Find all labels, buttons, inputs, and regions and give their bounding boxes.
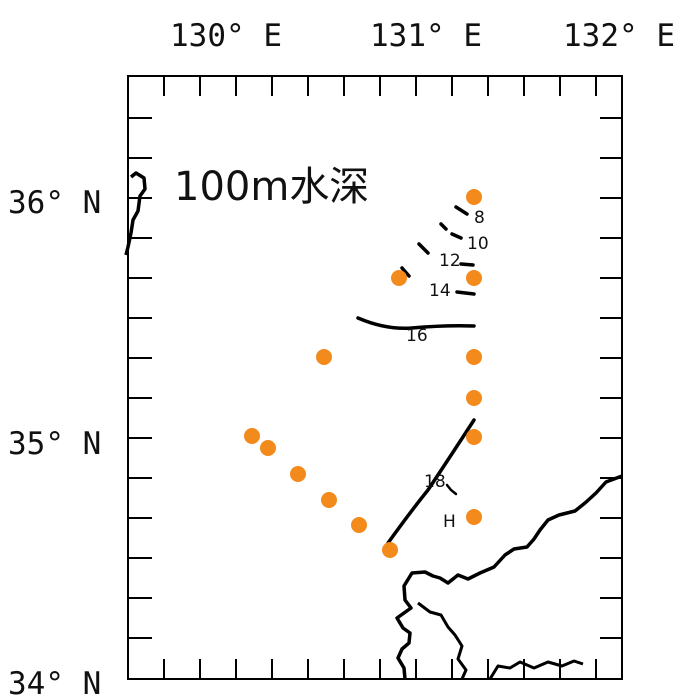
- contour-label-12: 12: [439, 251, 461, 271]
- contour-14-b: [455, 290, 476, 296]
- coastline-south-shore: [488, 659, 584, 680]
- contour-label-h: H: [443, 512, 456, 532]
- contour-10-a: [439, 222, 448, 231]
- coastline-mainland: [395, 474, 623, 680]
- station-marker: [466, 390, 482, 406]
- lon-label-132e: 132° E: [563, 18, 675, 54]
- contour-14-a: [400, 266, 411, 278]
- station-marker: [260, 440, 276, 456]
- lat-label-36n: 36° N: [8, 185, 101, 221]
- station-marker: [466, 270, 482, 286]
- station-marker: [351, 517, 367, 533]
- coastline-inner-bay: [417, 601, 468, 680]
- lat-label-34n: 34° N: [8, 666, 101, 697]
- station-marker: [466, 429, 482, 445]
- map-title: 100m水深: [174, 164, 369, 210]
- contour-label-18: 18: [424, 472, 446, 492]
- station-marker: [466, 189, 482, 205]
- station-marker: [290, 466, 306, 482]
- contour-10-b: [450, 232, 463, 240]
- lon-label-131e: 131° E: [370, 18, 482, 54]
- station-markers: [244, 189, 482, 558]
- contour-label-14: 14: [429, 281, 451, 301]
- contour-label-8: 8: [474, 208, 485, 228]
- coastline-island-west: [124, 171, 147, 256]
- contour-12-a: [417, 242, 430, 255]
- station-marker: [466, 349, 482, 365]
- station-marker: [391, 270, 407, 286]
- contour-label-16: 16: [406, 326, 428, 346]
- lon-label-130e: 130° E: [170, 18, 282, 54]
- temperature-contours: [356, 205, 476, 545]
- contour-18: [386, 418, 476, 545]
- map-frame: [127, 75, 623, 680]
- lat-label-35n: 35° N: [8, 426, 101, 462]
- contour-16: [356, 316, 476, 331]
- station-marker: [466, 509, 482, 525]
- station-marker: [244, 428, 260, 444]
- station-marker: [316, 349, 332, 365]
- contour-8: [454, 205, 469, 216]
- contour-label-10: 10: [467, 234, 489, 254]
- contour-12-b: [459, 262, 475, 267]
- station-marker: [382, 542, 398, 558]
- station-marker: [321, 492, 337, 508]
- contour-18-mark: [445, 483, 458, 496]
